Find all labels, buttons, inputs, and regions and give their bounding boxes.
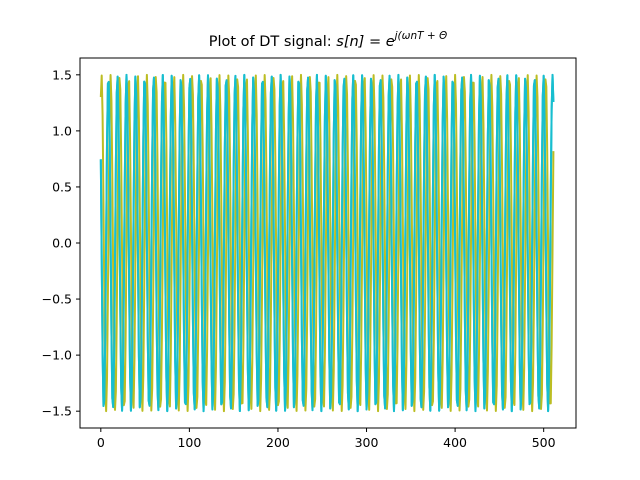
y-tick-label-1: −1.0 [42, 348, 72, 363]
chart-title-exponent: j(ωnT + Θ [393, 30, 448, 42]
x-tick-label-0: 0 [97, 435, 105, 450]
y-axis: −1.5 −1.0 −0.5 0.0 0.5 1.0 1.5 [42, 67, 80, 419]
x-tick-label-2: 200 [266, 435, 290, 450]
x-tick-label-4: 400 [443, 435, 467, 450]
x-axis: 0 100 200 300 400 500 [97, 428, 556, 450]
series-layer [99, 73, 555, 413]
x-tick-label-3: 300 [355, 435, 379, 450]
y-tick-label-2: −0.5 [42, 292, 72, 307]
chart-title: Plot of DT signal: s[n] = ej(ωnT + Θ [209, 30, 448, 50]
y-tick-label-0: −1.5 [42, 404, 72, 419]
y-tick-label-5: 1.0 [52, 123, 72, 138]
chart-title-math: s[n] = e [336, 34, 394, 50]
x-tick-label-1: 100 [177, 435, 201, 450]
series-line-1-overlay [99, 73, 555, 413]
y-tick-label-3: 0.0 [52, 236, 72, 251]
y-tick-label-6: 1.5 [52, 67, 72, 82]
chart-title-prefix: Plot of DT signal: [209, 34, 337, 50]
y-tick-label-4: 0.5 [52, 179, 72, 194]
x-tick-label-5: 500 [532, 435, 556, 450]
